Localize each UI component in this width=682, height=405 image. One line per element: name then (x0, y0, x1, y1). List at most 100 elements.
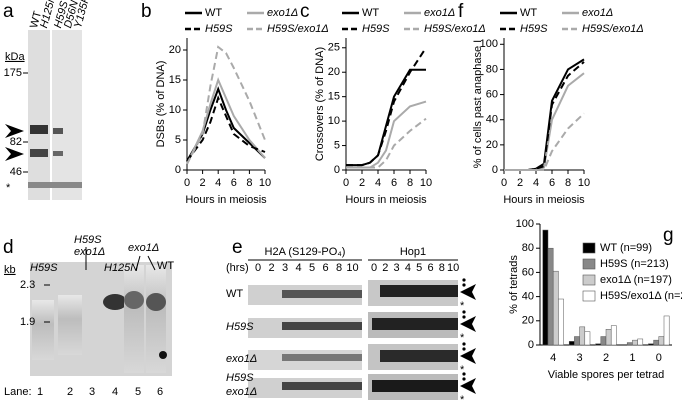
line (504, 58, 585, 171)
hour-label: 6 (427, 262, 433, 274)
bar (579, 326, 586, 346)
hour-label: 6 (322, 262, 328, 274)
hour-label: 4 (405, 262, 411, 274)
bar (605, 329, 612, 346)
line (346, 117, 427, 169)
asterisk: * (460, 364, 465, 376)
lane-label: exo1Δ (74, 246, 105, 258)
unit-label: kb (4, 264, 16, 276)
lane-number: 5 (135, 386, 141, 398)
x-tick-label: 4 (533, 177, 539, 189)
bar (568, 341, 575, 346)
y-tick-label: 5 (175, 134, 181, 146)
line (186, 45, 266, 165)
bar (600, 336, 607, 346)
panel-label: d (3, 237, 14, 258)
y-tick-label: 20 (486, 139, 498, 151)
legend-label: H59S/exo1Δ (n=254) (600, 290, 682, 302)
hour-label: 0 (371, 262, 377, 274)
hour-label: 2 (382, 262, 388, 274)
x-axis-label: Hours in meiosis (345, 194, 427, 206)
gel-e (248, 259, 476, 400)
panel-label: e (232, 237, 243, 258)
x-tick-label: 0 (656, 352, 662, 364)
hour-label: 0 (255, 262, 261, 274)
x-tick-label: 4 (550, 352, 556, 364)
gel-a (5, 30, 82, 200)
lane-label: H59S (30, 262, 58, 274)
line (346, 47, 427, 167)
y-tick-label: 100 (516, 218, 534, 230)
x-tick-label: 2 (200, 177, 206, 189)
hour-label: 8 (439, 262, 445, 274)
legend-swatch (582, 290, 596, 302)
hours-label: (hrs) (226, 262, 249, 274)
row-label: H59S (226, 321, 254, 333)
y-tick-label: 0 (334, 164, 340, 176)
y-tick-label: 100 (480, 38, 498, 50)
y-tick-label: 20 (328, 66, 340, 78)
marker-label: 82 (10, 136, 22, 148)
y-tick-label: 20 (169, 44, 181, 56)
line (504, 112, 585, 171)
line (504, 72, 585, 171)
panel-label: a (3, 1, 14, 22)
hour-label: 10 (447, 262, 459, 274)
x-tick-label: 10 (420, 177, 432, 189)
legend-label: WT (362, 7, 379, 19)
y-tick-label: 0 (528, 339, 534, 351)
legend-label: H59S (n=213) (600, 258, 669, 270)
x-tick-label: 1 (629, 352, 635, 364)
group-label: H2A (S129-PO₄) (265, 246, 346, 258)
bar (542, 229, 549, 346)
panel-label: b (141, 1, 152, 22)
unit-label: kDa (5, 51, 25, 63)
bar (558, 298, 564, 346)
x-axis-label: Hours in meiosis (503, 194, 585, 206)
y-axis-label: % of tetrads (508, 255, 520, 314)
y-tick-label: 25 (328, 42, 340, 54)
legend-label: WT (n=99) (600, 242, 652, 254)
lane-label: H125N (104, 262, 138, 274)
asterisk: * (460, 332, 465, 344)
legend-label: H59S (520, 23, 548, 35)
lane-label: WT (157, 260, 174, 272)
x-tick-label: 0 (343, 177, 349, 189)
marker-label: 1.9 (20, 316, 35, 328)
y-tick-label: 15 (169, 74, 181, 86)
y-tick-label: 80 (486, 63, 498, 75)
lane-number: 2 (67, 386, 73, 398)
line (186, 95, 266, 162)
line (346, 100, 427, 169)
panel-label: c (300, 1, 310, 22)
legend-label: H59S (205, 23, 233, 35)
bar (547, 247, 554, 346)
lane-number: 1 (37, 386, 43, 398)
line (504, 61, 585, 171)
hour-label: 10 (346, 262, 358, 274)
panel-label: g (663, 225, 674, 246)
legend-swatch (582, 258, 596, 270)
hour-label: 8 (336, 262, 342, 274)
legend-label: exo1Δ (n=197) (600, 274, 672, 286)
lane-label: WT (28, 10, 44, 30)
legend-swatch (582, 274, 596, 286)
legend-label: H59S/exo1Δ (424, 23, 486, 35)
row-label: exo1Δ (226, 353, 257, 365)
x-tick-label: 0 (501, 177, 507, 189)
legend-label: H59S (362, 23, 390, 35)
x-tick-label: 3 (577, 352, 583, 364)
bar (632, 339, 638, 346)
x-tick-label: 6 (549, 177, 555, 189)
lane-prefix: Lane: (4, 386, 32, 398)
hour-label: 3 (282, 262, 288, 274)
hour-label: 5 (309, 262, 315, 274)
legend-label: H59S/exo1Δ (267, 23, 329, 35)
hour-label: 5 (416, 262, 422, 274)
bar (658, 336, 665, 346)
legend-label: exo1Δ (424, 7, 455, 19)
bar (648, 343, 654, 346)
y-tick-label: 15 (328, 91, 340, 103)
lane-number: 6 (157, 386, 163, 398)
